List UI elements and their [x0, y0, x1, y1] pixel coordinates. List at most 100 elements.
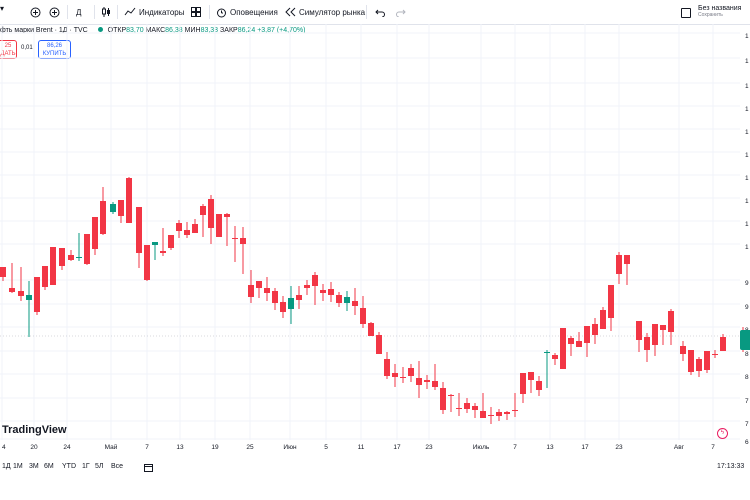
candle-body: [576, 341, 582, 347]
time-tick-label: Июн: [283, 444, 297, 451]
candle-body: [9, 288, 15, 292]
price-tick-label: 8: [745, 351, 749, 358]
range-button[interactable]: 1Г: [82, 463, 90, 470]
grid-icon: [191, 7, 201, 17]
price-tick-label: 9: [745, 304, 749, 311]
symbol-name[interactable]: фть марки Brent · 1Д · TVC: [0, 27, 88, 34]
candle-body: [584, 326, 590, 343]
price-tick-label: 7: [745, 398, 749, 405]
compare-button[interactable]: [30, 4, 41, 20]
time-tick-label: 25: [246, 444, 254, 451]
chart-type-button[interactable]: [101, 4, 111, 20]
undo-button[interactable]: [375, 4, 385, 20]
candle-body: [360, 308, 366, 324]
candle-body: [328, 289, 334, 295]
candle-body: [392, 373, 398, 377]
candle-body: [384, 359, 390, 376]
price-tick-label: 9: [745, 280, 749, 287]
high-label: МАКС: [145, 27, 166, 34]
candle-body: [344, 297, 350, 303]
candle-body: [368, 323, 374, 336]
candle-body: [110, 204, 116, 212]
replay-button[interactable]: Симулятор рынка: [285, 4, 365, 20]
candle-body: [696, 359, 702, 371]
add-symbol-button[interactable]: [49, 4, 60, 20]
price-tick-label: 1: [745, 106, 749, 113]
change-value: +3,87 (+4,70%): [257, 27, 306, 34]
candle-body: [296, 295, 302, 300]
templates-button[interactable]: [191, 4, 201, 20]
redo-icon: [396, 9, 406, 17]
candle-body: [416, 378, 422, 385]
toolbar-divider: [117, 5, 118, 19]
market-status-icon: [97, 27, 103, 32]
price-tick-label: 1: [745, 33, 749, 40]
time-tick-label: 23: [425, 444, 433, 451]
candle-body: [160, 251, 166, 253]
sell-price: 25: [4, 43, 12, 49]
candle-body: [136, 207, 142, 253]
price-tick-label: 1: [745, 244, 749, 251]
time-tick-label: 20: [30, 444, 38, 451]
candle-body: [704, 351, 710, 370]
candle-body: [42, 266, 48, 287]
price-chart[interactable]: [0, 24, 750, 500]
candle-body: [118, 200, 124, 216]
alarm-clock-icon: [217, 8, 226, 17]
low-label: МИН: [184, 27, 201, 34]
layout-checkbox[interactable]: [681, 8, 691, 18]
price-tick-label: 1: [745, 175, 749, 182]
candle-body: [152, 242, 158, 245]
candle-body: [272, 291, 278, 303]
time-tick-label: Май: [104, 444, 118, 451]
candle-body: [624, 255, 630, 264]
candle-body: [248, 285, 254, 297]
range-button[interactable]: 1М: [13, 463, 23, 470]
candle-body: [59, 248, 65, 266]
candle-body: [448, 395, 454, 396]
alerts-button[interactable]: Оповещения: [216, 4, 278, 20]
range-button[interactable]: 5Л: [95, 463, 104, 470]
time-tick-label: 7: [145, 444, 149, 451]
plus-circle-icon: [49, 7, 60, 17]
candle-body: [84, 234, 90, 264]
layout-title: Без названия: [698, 5, 742, 12]
interval-button[interactable]: Д: [76, 7, 82, 17]
range-button[interactable]: 1Д: [2, 463, 11, 470]
redo-button[interactable]: [396, 4, 406, 20]
time-tick-label: 7: [513, 444, 517, 451]
candle-body: [18, 291, 24, 296]
time-tick-label: 7: [711, 444, 715, 451]
candle-body: [528, 372, 534, 380]
range-button[interactable]: Все: [111, 463, 124, 470]
replay-label: Симулятор рынка: [299, 7, 366, 17]
open-value: 83,70: [126, 27, 144, 34]
range-button[interactable]: 6М: [44, 463, 54, 470]
candle-body: [376, 335, 382, 354]
toolbar-divider: [366, 5, 367, 19]
time-tick-label: 13: [176, 444, 184, 451]
calendar-icon[interactable]: [144, 463, 153, 474]
candle-body: [352, 301, 358, 306]
candle-body: [240, 238, 246, 244]
candle-body: [440, 388, 446, 410]
candle-body: [496, 412, 502, 416]
open-label: ОТКР: [107, 27, 127, 34]
candles-icon: [102, 7, 110, 17]
price-tick-label: 1: [745, 129, 749, 136]
candle-body: [200, 206, 206, 215]
candle-body: [192, 224, 198, 233]
range-button[interactable]: 3М: [29, 463, 39, 470]
chevron-down-icon[interactable]: ▾: [0, 4, 5, 13]
candle-body: [208, 199, 214, 228]
time-tick-label: Июль: [472, 444, 490, 451]
candle-body: [636, 321, 642, 340]
lightning-icon[interactable]: ϟ: [717, 428, 728, 439]
candle-body: [288, 298, 294, 309]
indicators-button[interactable]: Индикаторы: [124, 4, 184, 20]
toolbar-divider: [209, 5, 210, 19]
range-button[interactable]: YTD: [62, 463, 76, 470]
layout-name[interactable]: Без названия Сохранить: [698, 5, 741, 19]
candle-body: [480, 411, 486, 418]
candle-body: [0, 267, 6, 277]
